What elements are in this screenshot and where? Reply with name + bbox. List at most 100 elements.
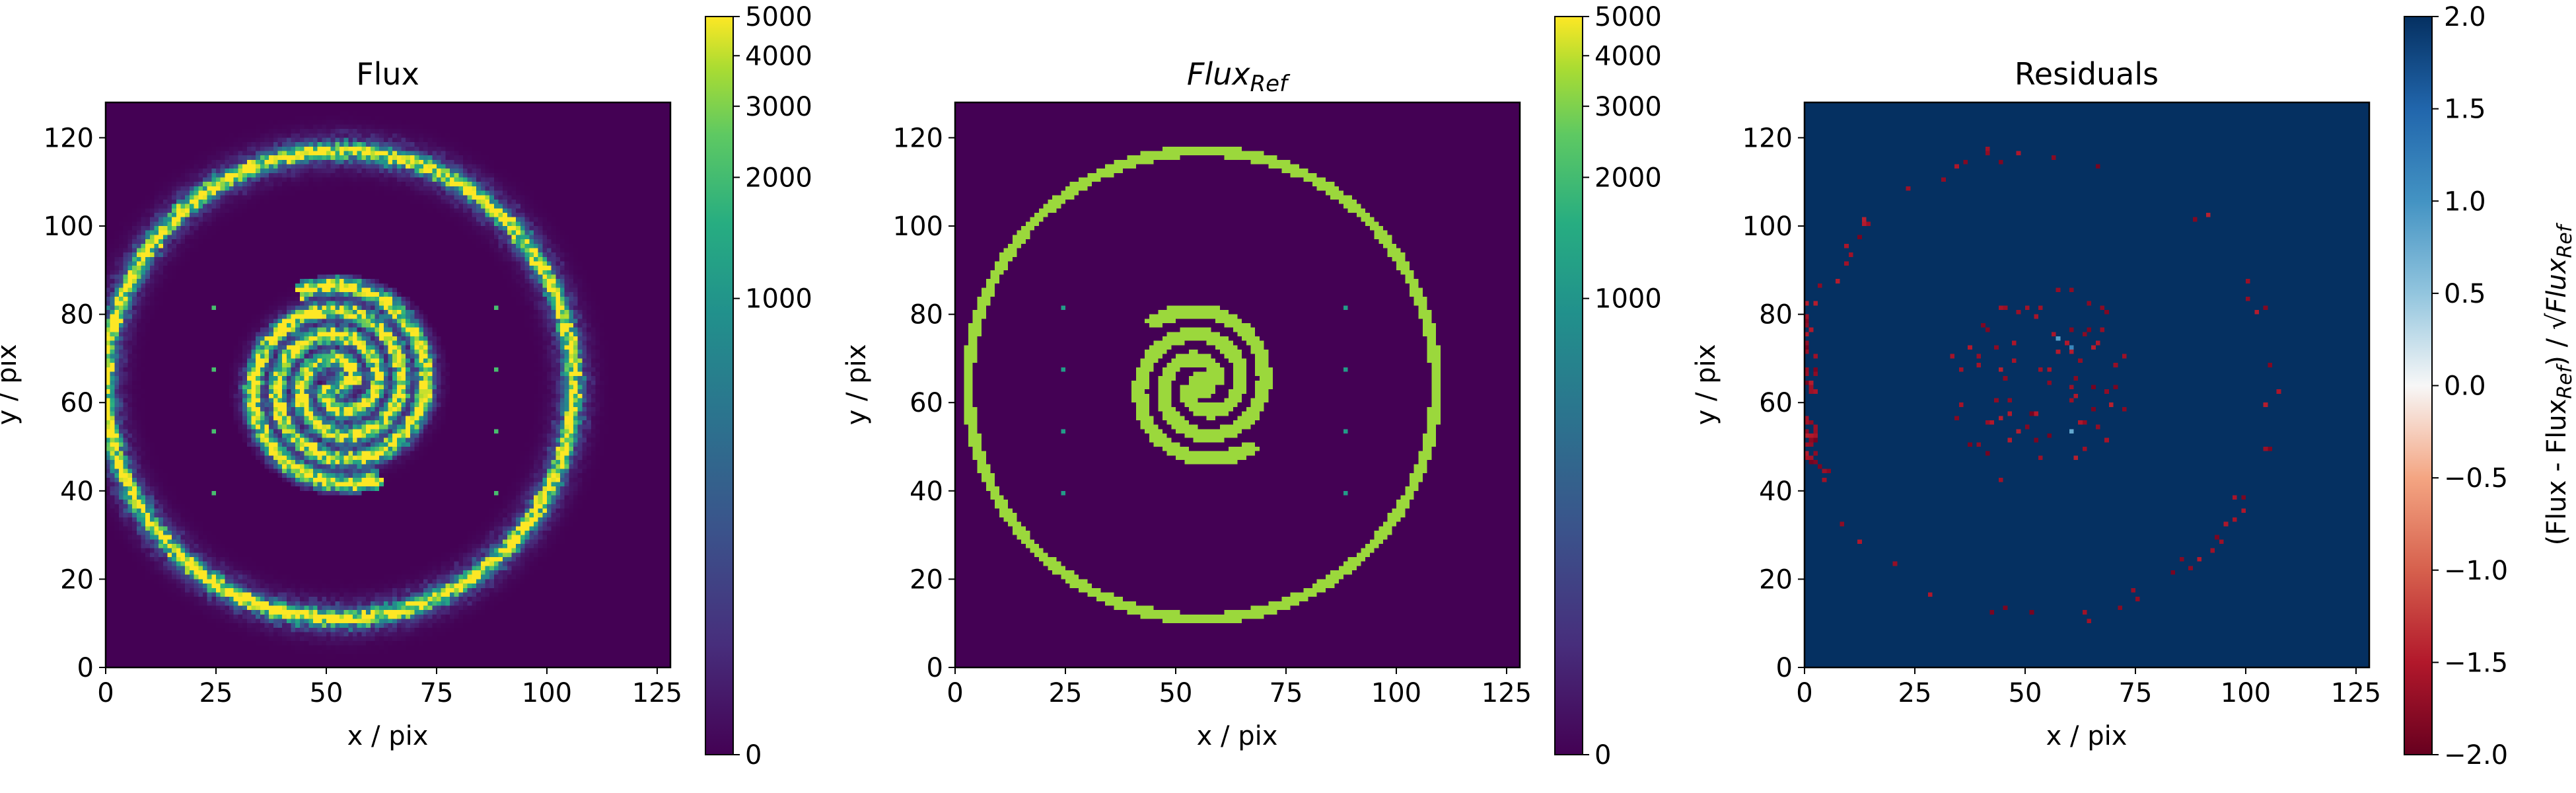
panel-flux-frame xyxy=(104,101,672,669)
panel-residuals-colorbar-ticks: −2.0 −1.5 −1.0 −0.5 0.0 0.5 1.0 1.5 2.0 xyxy=(2432,2,2508,771)
x-tick-label: 75 xyxy=(2119,678,2153,708)
panel-fluxref-colorbar xyxy=(1554,16,1583,755)
x-tick-label: 50 xyxy=(1159,678,1193,708)
x-tick-label: 125 xyxy=(632,678,682,708)
heatmap-image xyxy=(1805,102,2369,667)
panel-residuals-frame xyxy=(1803,101,2371,669)
colorbar-tick-label: 2.0 xyxy=(2444,2,2486,32)
colorbar-tick-label: 1.0 xyxy=(2444,186,2486,217)
x-tick-label: 0 xyxy=(1796,678,1812,708)
y-tick-label: 100 xyxy=(1742,211,1793,242)
y-tick-label: 120 xyxy=(1742,123,1793,153)
panel-flux-ylabel: y / pix xyxy=(0,344,22,426)
cb-label-flux2: Flux xyxy=(2542,258,2572,313)
colorbar-tick-label: 5000 xyxy=(1594,2,1662,32)
colorbar-tick-label: 3000 xyxy=(1594,92,1662,122)
panel-flux-colorbar-ticks: 0 1000 2000 3000 4000 5000 xyxy=(733,2,812,771)
x-tick-label: 100 xyxy=(1371,678,1421,708)
y-tick-label: 0 xyxy=(927,653,943,683)
x-tick-label: 50 xyxy=(310,678,343,708)
panel-residuals-image xyxy=(1805,102,2369,667)
panel-flux-xlabel: x / pix xyxy=(347,721,429,751)
panel-residuals-x-ticks: 0 25 50 75 100 125 xyxy=(1796,667,2381,708)
colorbar-tick-label: 5000 xyxy=(745,2,812,32)
panel-title-fluxref-sub: Ref xyxy=(1250,71,1291,97)
x-tick-label: 25 xyxy=(199,678,233,708)
x-tick-label: 25 xyxy=(1049,678,1083,708)
x-tick-label: 75 xyxy=(420,678,454,708)
cb-label-prefix: (Flux - Flux xyxy=(2542,399,2572,546)
colorbar-tick-label: −1.5 xyxy=(2444,648,2508,678)
panel-residuals-xlabel: x / pix xyxy=(2046,721,2128,751)
heatmap-image xyxy=(106,102,670,667)
colorbar-tick-label: 4000 xyxy=(745,41,812,71)
colorbar-tick-label: 0 xyxy=(1594,740,1611,771)
x-tick-label: 125 xyxy=(2331,678,2381,708)
y-tick-label: 40 xyxy=(60,476,94,507)
x-tick-label: 100 xyxy=(522,678,572,708)
y-tick-label: 60 xyxy=(60,388,94,418)
panel-flux: Flux 0 25 50 75 100 125 0 20 40 60 80 100 120 x / p… xyxy=(0,2,812,771)
x-tick-label: 25 xyxy=(1898,678,1932,708)
panel-residuals-ylabel: y / pix xyxy=(1691,344,1721,426)
panel-title-fluxref-main: Flux xyxy=(1187,56,1250,92)
panel-fluxref-frame xyxy=(954,101,1521,669)
y-tick-label: 100 xyxy=(44,211,94,242)
y-tick-label: 0 xyxy=(77,653,94,683)
panel-fluxref-xlabel: x / pix xyxy=(1197,721,1278,751)
panel-title-fluxref: FluxRef xyxy=(1187,56,1291,97)
x-tick-label: 0 xyxy=(947,678,963,708)
panel-fluxref-ylabel: y / pix xyxy=(841,344,872,426)
colorbar-tick-label: −2.0 xyxy=(2444,740,2508,771)
colorbar-tick-label: 3000 xyxy=(745,92,812,122)
panel-fluxref-x-ticks: 0 25 50 75 100 125 xyxy=(947,667,1532,708)
x-tick-label: 125 xyxy=(1482,678,1532,708)
y-tick-label: 80 xyxy=(910,300,943,330)
colorbar-tick-label: 1000 xyxy=(1594,284,1662,315)
y-tick-label: 0 xyxy=(1776,653,1793,683)
panel-fluxref: FluxRef 0 25 50 75 100 125 0 20 40 60 80 100 120 x … xyxy=(841,2,1662,771)
panel-residuals-y-ticks: 0 20 40 60 80 100 120 xyxy=(1742,123,1805,683)
y-tick-label: 60 xyxy=(910,388,943,418)
panel-flux-image xyxy=(106,102,670,667)
x-tick-label: 75 xyxy=(1270,678,1303,708)
y-tick-label: 120 xyxy=(44,123,94,153)
y-tick-label: 100 xyxy=(893,211,943,242)
colorbar-tick-label: 0.0 xyxy=(2444,371,2486,402)
y-tick-label: 60 xyxy=(1759,388,1793,418)
panel-title-residuals: Residuals xyxy=(2015,56,2159,92)
panel-fluxref-image xyxy=(955,102,1520,667)
x-tick-label: 100 xyxy=(2221,678,2271,708)
y-tick-label: 20 xyxy=(60,564,94,595)
y-tick-label: 120 xyxy=(893,123,943,153)
heatmap-image xyxy=(955,102,1520,667)
panel-fluxref-colorbar-ticks: 0 1000 2000 3000 4000 5000 xyxy=(1583,2,1662,771)
colorbar-tick-label: −0.5 xyxy=(2444,463,2508,494)
y-tick-label: 20 xyxy=(1759,564,1793,595)
y-tick-label: 80 xyxy=(1759,300,1793,330)
colorbar-tick-label: 0 xyxy=(745,740,762,771)
colorbar-tick-label: 2000 xyxy=(1594,163,1662,193)
cb-label-mid: ) / √ xyxy=(2542,313,2572,366)
y-tick-label: 80 xyxy=(60,300,94,330)
panel-residuals-colorbar-label: (Flux - FluxRef) / √FluxRef xyxy=(2542,222,2576,545)
colorbar-tick-label: 0.5 xyxy=(2444,279,2486,309)
panel-title-flux: Flux xyxy=(356,56,419,92)
y-tick-label: 20 xyxy=(910,564,943,595)
x-tick-label: 50 xyxy=(2009,678,2042,708)
panel-flux-x-ticks: 0 25 50 75 100 125 xyxy=(97,667,682,708)
panel-fluxref-y-ticks: 0 20 40 60 80 100 120 xyxy=(893,123,955,683)
y-tick-label: 40 xyxy=(910,476,943,507)
cb-label-sub2: Ref xyxy=(2554,222,2576,258)
y-tick-label: 40 xyxy=(1759,476,1793,507)
colorbar-tick-label: −1.0 xyxy=(2444,556,2508,586)
panel-flux-y-ticks: 0 20 40 60 80 100 120 xyxy=(44,123,106,683)
panel-residuals: Residuals 0 25 50 75 100 125 020406080100120 … xyxy=(1691,2,2576,771)
colorbar-tick-label: 4000 xyxy=(1594,41,1662,71)
panel-flux-colorbar xyxy=(705,16,734,755)
panel-residuals-colorbar xyxy=(2404,16,2433,755)
x-tick-label: 0 xyxy=(97,678,114,708)
colorbar-tick-label: 1000 xyxy=(745,284,812,315)
colorbar-tick-label: 2000 xyxy=(745,163,812,193)
